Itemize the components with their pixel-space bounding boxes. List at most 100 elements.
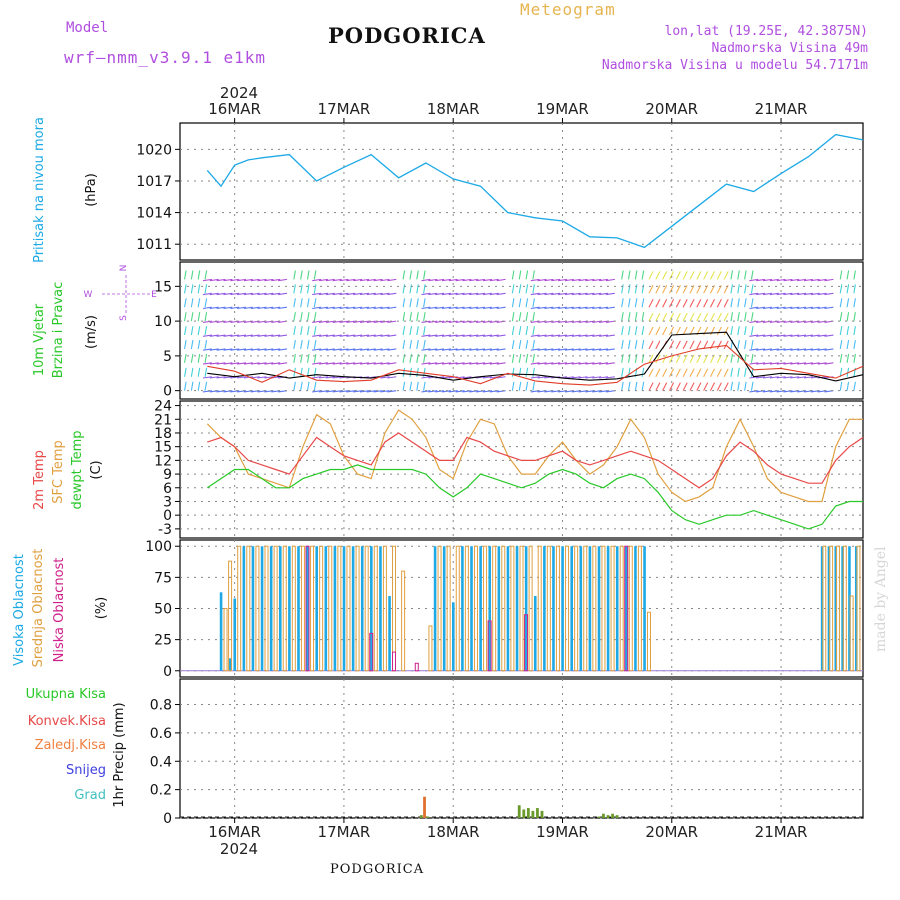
- wind-arrow: [605, 362, 615, 365]
- mid-cloud-bar: [555, 545, 560, 672]
- wind-arrow: [564, 334, 574, 337]
- wind-arrow: [537, 292, 547, 296]
- wind-arrow: [716, 382, 722, 391]
- wind-arrow: [627, 284, 631, 294]
- wind-arrow: [306, 298, 310, 308]
- wind-arrow: [571, 362, 581, 365]
- precip-bar: [606, 815, 610, 818]
- wind-arrow: [496, 362, 506, 365]
- wind-arrow: [313, 270, 317, 280]
- wind-arrow: [518, 340, 522, 350]
- wind-arrow: [313, 326, 317, 336]
- wind-arrow: [306, 284, 310, 294]
- wind-arrow: [668, 312, 675, 322]
- wind-arrow: [682, 298, 688, 308]
- wind-arrow: [723, 326, 729, 336]
- high-cloud-bar: [841, 546, 844, 671]
- low-cloud-ylabel: Niska Oblacnost: [52, 558, 67, 663]
- wind-arrow: [223, 376, 233, 379]
- high-cloud-bar: [552, 546, 555, 671]
- wind-arrow: [332, 320, 342, 323]
- wind-arrow: [462, 292, 472, 296]
- meteogram-label: Meteogram: [520, 0, 616, 19]
- wind-arrow: [648, 312, 654, 322]
- wind-arrow: [564, 348, 574, 351]
- wind-arrow: [441, 334, 452, 337]
- wind-arrow: [313, 284, 317, 294]
- wind-arrow: [537, 376, 547, 379]
- low-cloud-bar: [487, 620, 492, 672]
- wind-arrow: [250, 278, 260, 282]
- wind-arrow: [373, 278, 383, 282]
- wind-arrow: [325, 320, 335, 323]
- wind-arrow: [339, 348, 349, 351]
- wind-arrow: [696, 354, 702, 364]
- wind-arrow: [737, 340, 740, 350]
- wind-arrow: [518, 353, 522, 363]
- wind-arrow: [776, 292, 786, 296]
- wind-arrow: [853, 381, 856, 391]
- wind-arrow: [423, 326, 426, 336]
- wind-arrow: [197, 270, 201, 280]
- wind-arrow: [441, 278, 452, 282]
- wind-arrow: [293, 298, 296, 308]
- wind-arrow: [421, 320, 431, 323]
- wind-arrow: [769, 390, 779, 393]
- wind-arrow: [448, 320, 458, 323]
- wind-arrow: [662, 298, 668, 308]
- high-cloud-bar: [597, 546, 601, 671]
- precip-bar: [522, 809, 526, 818]
- wind-arrow: [846, 381, 850, 391]
- pressure-unit: (hPa): [84, 173, 99, 207]
- wind-arrow: [489, 292, 499, 296]
- wind-arrow: [409, 326, 413, 336]
- wind-arrow: [469, 348, 479, 351]
- wind-arrow: [723, 298, 729, 308]
- wind-arrow: [790, 376, 800, 379]
- wind-arrow: [237, 278, 247, 282]
- ytick-label: 0.4: [150, 754, 172, 770]
- wind-arrow: [621, 326, 624, 336]
- wind-arrow: [592, 306, 602, 310]
- low-cloud-bar: [414, 662, 419, 672]
- wind-arrow: [313, 298, 317, 308]
- mid-cloud-bar: [592, 545, 597, 672]
- wind-arrow: [202, 306, 212, 310]
- wind-arrow: [749, 362, 759, 365]
- wind-arrow: [402, 312, 406, 322]
- wind-arrow: [482, 390, 492, 393]
- mid-cloud-bar: [401, 570, 406, 672]
- high-cloud-bar: [533, 596, 537, 671]
- wind-arrow: [325, 334, 335, 337]
- high-cloud-ylabel: Visoka Oblacnost: [12, 554, 27, 666]
- cloud-unit: (%): [94, 597, 109, 620]
- wind-arrow: [312, 362, 322, 365]
- pressure-ylabel: Pritisak na nivou mora: [32, 117, 47, 263]
- wind-arrow: [776, 278, 786, 282]
- mid-cloud-bar: [328, 545, 333, 672]
- high-cloud-bar: [260, 546, 264, 671]
- wind-arrow: [421, 292, 431, 296]
- wind-arrow: [839, 312, 843, 322]
- wind-arrow: [257, 278, 267, 282]
- wind-arrow: [621, 270, 624, 280]
- precip-bar: [423, 796, 426, 818]
- dewpt-temp-ylabel: dewpt Temp: [70, 430, 85, 509]
- wind-arrow: [703, 382, 709, 391]
- precip-bar: [536, 808, 539, 818]
- precip-bar: [615, 815, 619, 818]
- wind-arrow: [482, 376, 492, 379]
- ytick-label: 1014: [136, 206, 172, 222]
- ytick-label: 15: [154, 440, 172, 456]
- mid-cloud-bar: [355, 545, 360, 672]
- wind-arrow: [571, 348, 581, 351]
- wind-arrow: [525, 353, 529, 363]
- wind-arrow: [428, 278, 438, 282]
- wind-arrow: [313, 353, 317, 363]
- wind-arrow: [319, 348, 329, 351]
- wind-arrow: [750, 381, 754, 391]
- wind-arrow: [544, 278, 554, 282]
- high-cloud-bar: [452, 602, 455, 671]
- day-label-bottom: 21MAR: [755, 823, 808, 841]
